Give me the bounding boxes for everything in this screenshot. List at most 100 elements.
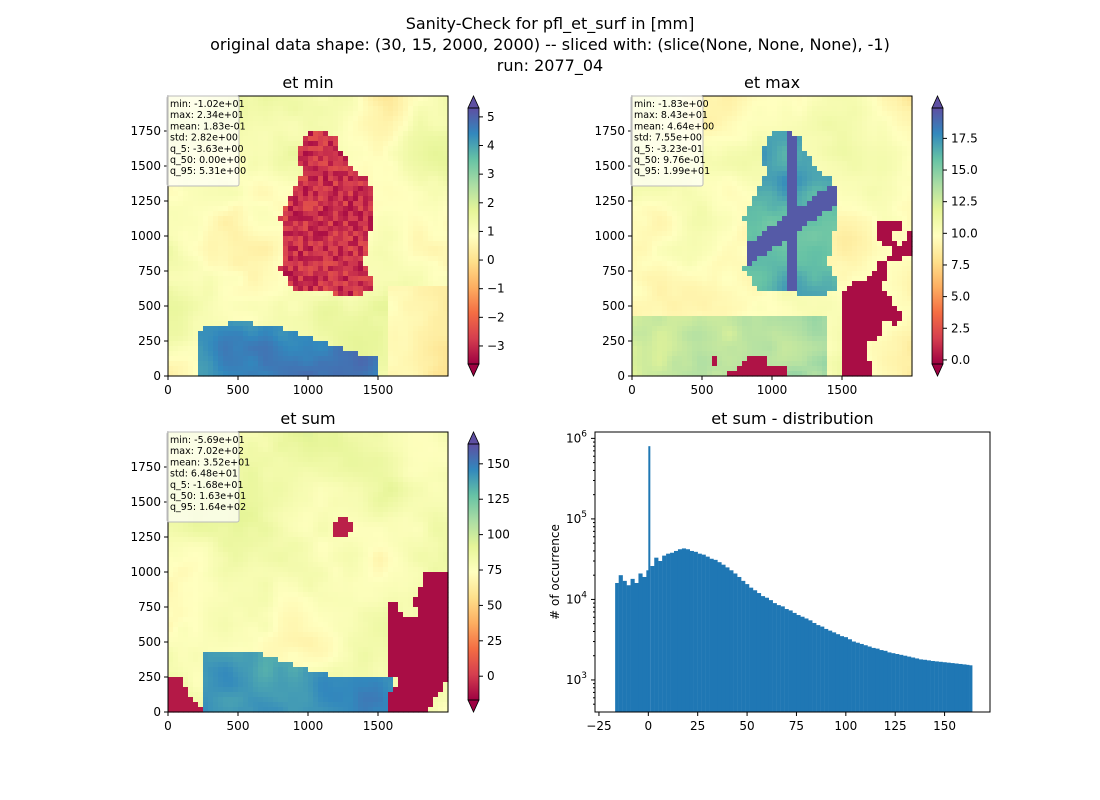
heatmap-cell [283,151,289,157]
heatmap-cell [418,291,424,297]
heatmap-cell [642,346,648,352]
heatmap-cell [692,196,698,202]
heatmap-cell [757,211,763,217]
heatmap-cell [682,346,688,352]
heatmap-cell [443,176,449,182]
heatmap-cell [767,301,773,307]
heatmap-cell [702,306,708,312]
heatmap-cell [253,241,259,247]
heatmap-cell [338,101,344,107]
heatmap-cell [687,321,693,327]
heatmap-cell [762,251,768,257]
heatmap-cell [268,216,274,222]
heatmap-cell [707,251,713,257]
heatmap-cell [263,146,269,152]
heatmap-cell [258,196,264,202]
heatmap-cell [752,236,758,242]
heatmap-cell [403,251,409,257]
heatmap-cell [787,306,793,312]
heatmap-cell [767,311,773,317]
heatmap-cell [173,246,179,252]
heatmap-cell [747,226,753,232]
heatmap-cell [223,211,229,217]
heatmap-cell [268,291,274,297]
heatmap-cell [198,336,204,342]
heatmap-cell [443,281,449,287]
heatmap-cell [288,311,294,317]
heatmap-cell [717,291,723,297]
heatmap-cell [662,346,668,352]
heatmap-cell [338,201,344,207]
heatmap-cell [378,311,384,317]
heatmap-cell [263,141,269,147]
heatmap-cell [363,261,369,267]
heatmap-cell [712,211,718,217]
heatmap-cell [413,211,419,217]
heatmap-cell [223,326,229,332]
heatmap-cell [378,286,384,292]
heatmap-cell [368,176,374,182]
heatmap-cell [742,221,748,227]
heatmap-cell [787,261,793,267]
heatmap-cell [213,361,219,367]
heatmap-cell [717,146,723,152]
heatmap-cell [173,226,179,232]
heatmap-cell [303,206,309,212]
heatmap-cell [418,136,424,142]
heatmap-cell [358,306,364,312]
heatmap-cell [722,311,728,317]
heatmap-cell [787,251,793,257]
heatmap-cell [722,256,728,262]
heatmap-cell [318,266,324,272]
heatmap-cell [318,291,324,297]
heatmap-cell [752,351,758,357]
heatmap-cell [727,266,733,272]
heatmap-cell [318,116,324,122]
heatmap-cell [388,351,394,357]
heatmap-cell [777,106,783,112]
heatmap-cell [368,111,374,117]
heatmap-cell [692,336,698,342]
heatmap-cell [727,236,733,242]
heatmap-cell [263,346,269,352]
heatmap-cell [632,311,638,317]
heatmap-cell [353,201,359,207]
heatmap-cell [408,271,414,277]
heatmap-cell [373,351,379,357]
heatmap-cell [747,346,753,352]
heatmap-cell [428,226,434,232]
heatmap-cell [313,201,319,207]
heatmap-cell [782,221,788,227]
heatmap-cell [443,121,449,127]
heatmap-cell [368,326,374,332]
heatmap-cell [313,206,319,212]
heatmap-cell [373,366,379,372]
heatmap-cell [333,241,339,247]
heatmap-cell [428,346,434,352]
heatmap-cell [737,366,743,372]
y-tick-label: 1500 [130,159,161,173]
heatmap-cell [248,331,254,337]
heatmap-cell [787,281,793,287]
heatmap-cell [712,266,718,272]
heatmap-cell [697,306,703,312]
heatmap-cell [727,291,733,297]
heatmap-cell [443,371,449,377]
heatmap-cell [418,121,424,127]
heatmap-cell [403,226,409,232]
heatmap-cell [238,321,244,327]
heatmap-cell [393,206,399,212]
heatmap-cell [298,306,304,312]
heatmap-cell [737,356,743,362]
heatmap-cell [353,296,359,302]
heatmap-cell [228,241,234,247]
heatmap-cell [193,201,199,207]
heatmap-cell [662,301,668,307]
heatmap-cell [393,266,399,272]
heatmap-cell [637,326,643,332]
heatmap-cell [687,276,693,282]
heatmap-cell [293,171,299,177]
heatmap-cell [692,246,698,252]
heatmap-cell [343,131,349,137]
heatmap-cell [368,231,374,237]
